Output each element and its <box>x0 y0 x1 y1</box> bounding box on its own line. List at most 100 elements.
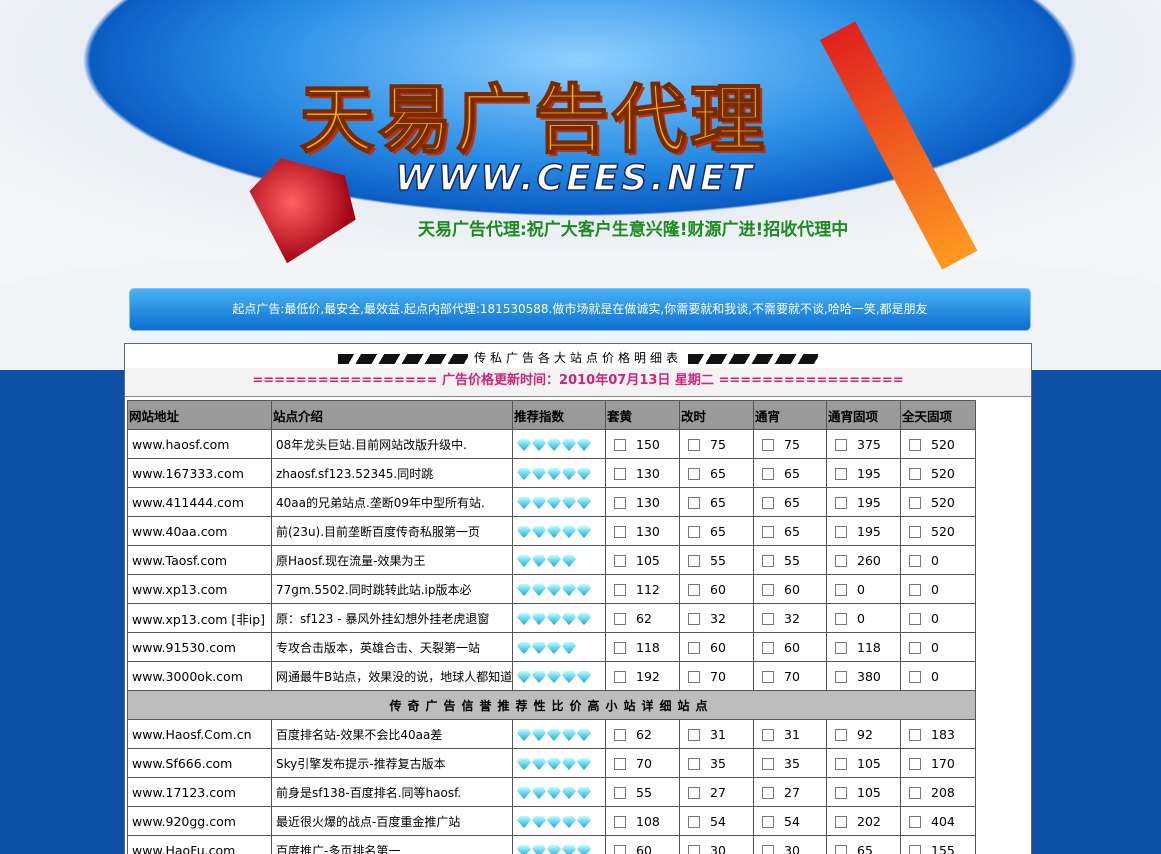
checkbox[interactable] <box>909 816 921 828</box>
checkbox[interactable] <box>909 787 921 799</box>
section-row: 传奇广告信誉推荐性比价高小站详细站点 <box>127 690 976 720</box>
checkbox[interactable] <box>688 468 700 480</box>
checkbox[interactable] <box>688 758 700 770</box>
site-intro: 08年龙头巨站.目前网站改版升级中. <box>271 429 513 459</box>
price-cell: 150 <box>605 429 680 459</box>
checkbox[interactable] <box>614 584 626 596</box>
stripe <box>688 353 818 364</box>
checkbox[interactable] <box>688 787 700 799</box>
checkbox[interactable] <box>688 642 700 654</box>
price-cell: 55 <box>605 777 680 807</box>
checkbox[interactable] <box>909 468 921 480</box>
checkbox[interactable] <box>762 758 774 770</box>
price: 0 <box>931 610 939 626</box>
price: 54 <box>710 813 726 829</box>
rating-cell <box>512 545 606 575</box>
checkbox[interactable] <box>688 816 700 828</box>
checkbox[interactable] <box>762 671 774 683</box>
checkbox[interactable] <box>835 555 847 567</box>
price: 75 <box>784 436 800 452</box>
price: 27 <box>710 784 726 800</box>
site-url: www.3000ok.com <box>127 661 272 691</box>
price-cell: 192 <box>605 661 680 691</box>
checkbox[interactable] <box>762 555 774 567</box>
price-cell: 35 <box>679 748 754 778</box>
rating-gem <box>532 497 546 509</box>
checkbox[interactable] <box>688 613 700 625</box>
checkbox[interactable] <box>909 439 921 451</box>
checkbox[interactable] <box>614 729 626 741</box>
checkbox[interactable] <box>835 816 847 828</box>
checkbox[interactable] <box>614 845 626 854</box>
checkbox[interactable] <box>909 613 921 625</box>
checkbox[interactable] <box>614 613 626 625</box>
checkbox[interactable] <box>762 845 774 854</box>
checkbox[interactable] <box>835 787 847 799</box>
checkbox[interactable] <box>614 758 626 770</box>
checkbox[interactable] <box>614 526 626 538</box>
checkbox[interactable] <box>835 845 847 854</box>
rating-gem <box>517 758 531 770</box>
rating-gem <box>547 787 561 799</box>
price-cell: 0 <box>900 545 976 575</box>
rating-gem <box>547 613 561 625</box>
checkbox[interactable] <box>762 497 774 509</box>
column-header: 通宵固项 <box>826 400 901 430</box>
checkbox[interactable] <box>762 816 774 828</box>
checkbox[interactable] <box>614 671 626 683</box>
checkbox[interactable] <box>835 642 847 654</box>
checkbox[interactable] <box>909 671 921 683</box>
checkbox[interactable] <box>909 758 921 770</box>
checkbox[interactable] <box>762 613 774 625</box>
checkbox[interactable] <box>614 642 626 654</box>
checkbox[interactable] <box>835 671 847 683</box>
checkbox[interactable] <box>688 729 700 741</box>
checkbox[interactable] <box>688 497 700 509</box>
checkbox[interactable] <box>909 642 921 654</box>
checkbox[interactable] <box>909 584 921 596</box>
rating-gem <box>577 526 591 538</box>
checkbox[interactable] <box>909 729 921 741</box>
checkbox[interactable] <box>835 497 847 509</box>
checkbox[interactable] <box>614 468 626 480</box>
checkbox[interactable] <box>614 816 626 828</box>
site-row: www.167333.com zhaosf.sf123.52345.同时跳 130 6… <box>127 458 976 488</box>
checkbox[interactable] <box>835 468 847 480</box>
checkbox[interactable] <box>762 642 774 654</box>
checkbox[interactable] <box>614 497 626 509</box>
site-row: www.17123.com 前身是sf138-百度排名.同等haosf. 55 27 2… <box>127 777 976 807</box>
site-row: www.411444.com 40aa的兄弟站点.垄断09年中型所有站. 130 65… <box>127 487 976 517</box>
checkbox[interactable] <box>762 729 774 741</box>
checkbox[interactable] <box>835 758 847 770</box>
price: 32 <box>784 610 800 626</box>
checkbox[interactable] <box>762 468 774 480</box>
checkbox[interactable] <box>688 526 700 538</box>
checkbox[interactable] <box>835 729 847 741</box>
checkbox[interactable] <box>835 584 847 596</box>
price: 70 <box>636 755 652 771</box>
checkbox[interactable] <box>835 526 847 538</box>
price: 0 <box>931 639 939 655</box>
checkbox[interactable] <box>614 555 626 567</box>
checkbox[interactable] <box>909 555 921 567</box>
checkbox[interactable] <box>688 555 700 567</box>
checkbox[interactable] <box>688 845 700 854</box>
checkbox[interactable] <box>909 526 921 538</box>
checkbox[interactable] <box>762 526 774 538</box>
checkbox[interactable] <box>614 439 626 451</box>
checkbox[interactable] <box>762 584 774 596</box>
price-cell: 31 <box>679 719 754 749</box>
price: 0 <box>931 552 939 568</box>
price-cell: 130 <box>605 516 680 546</box>
checkbox[interactable] <box>909 845 921 854</box>
checkbox[interactable] <box>688 584 700 596</box>
checkbox[interactable] <box>762 787 774 799</box>
checkbox[interactable] <box>909 497 921 509</box>
rating-gem <box>532 845 546 854</box>
checkbox[interactable] <box>835 613 847 625</box>
checkbox[interactable] <box>762 439 774 451</box>
checkbox[interactable] <box>835 439 847 451</box>
checkbox[interactable] <box>688 671 700 683</box>
checkbox[interactable] <box>688 439 700 451</box>
checkbox[interactable] <box>614 787 626 799</box>
